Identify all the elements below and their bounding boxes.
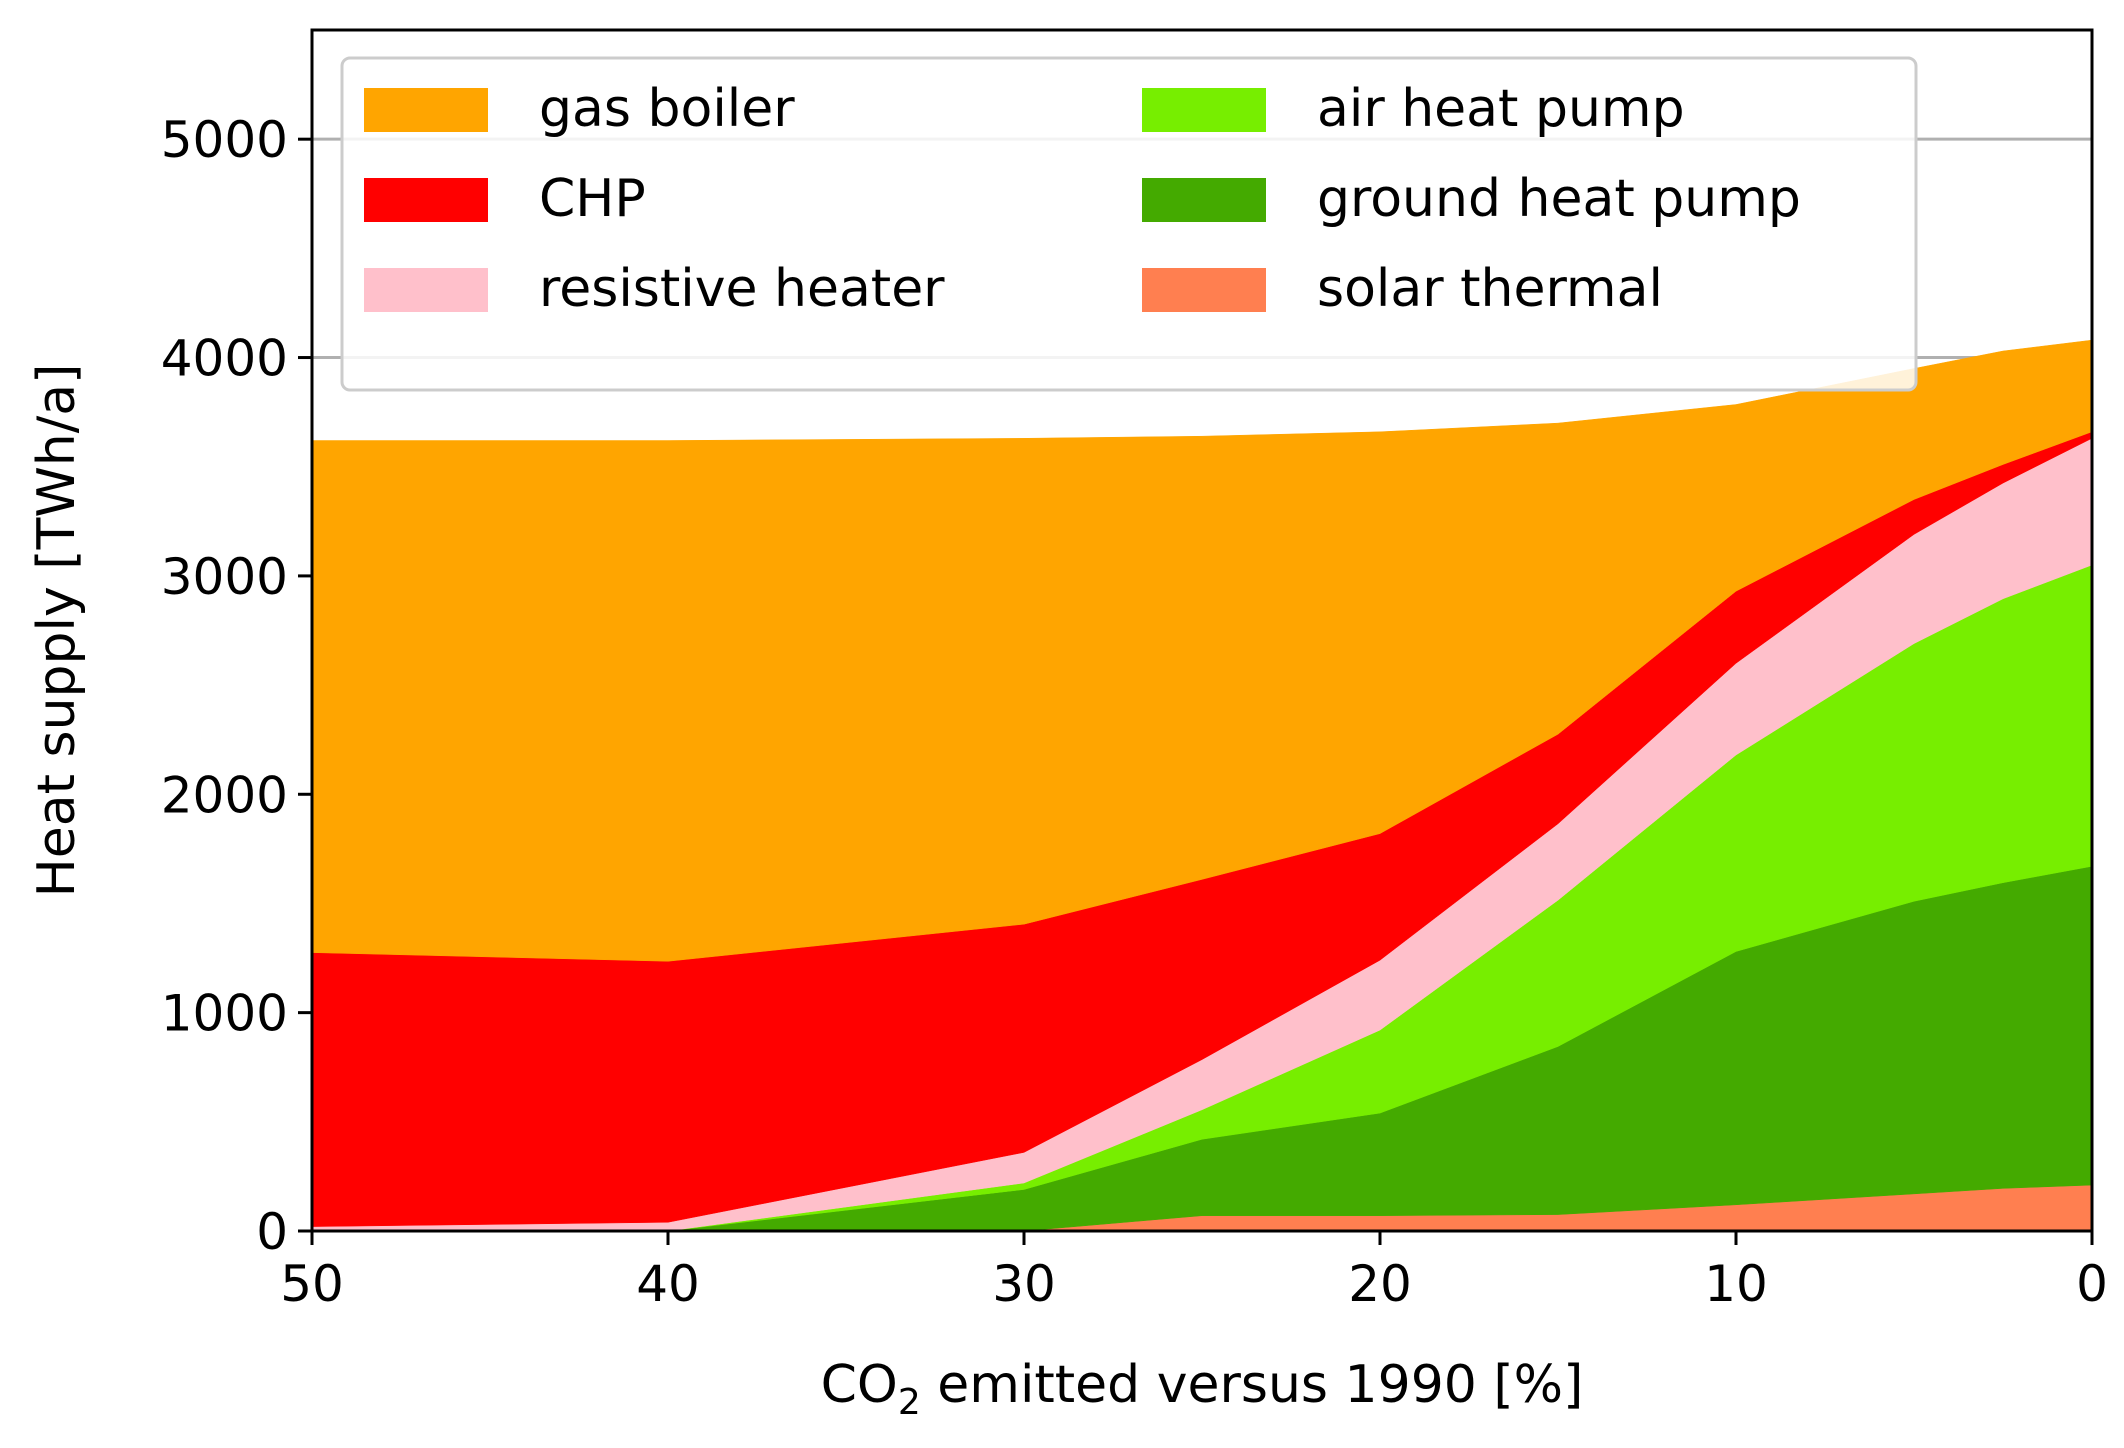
legend-swatch-gas-boiler <box>364 88 488 132</box>
x-axis-ticks: 50 40 30 20 10 0 <box>280 1231 2108 1313</box>
legend-label-ground-heat-pump: ground heat pump <box>1317 169 1801 229</box>
y-tick-label-1000: 1000 <box>161 985 288 1043</box>
y-tick-label-2000: 2000 <box>161 766 288 824</box>
x-tick-label-50: 50 <box>280 1255 344 1313</box>
y-tick-label-0: 0 <box>256 1203 288 1261</box>
legend-label-solar-thermal: solar thermal <box>1317 259 1663 319</box>
legend-box <box>340 56 1918 392</box>
x-tick-label-30: 30 <box>992 1255 1056 1313</box>
legend: gas boiler CHP resistive heater air heat pu… <box>340 56 1918 392</box>
plot-frame <box>310 28 2094 1233</box>
y-axis-label: Heat supply [TWh/a] <box>27 364 87 898</box>
y-tick-label-3000: 3000 <box>161 548 288 606</box>
x-tick-label-0: 0 <box>2076 1255 2108 1313</box>
legend-label-chp: CHP <box>539 169 646 229</box>
legend-label-gas-boiler: gas boiler <box>539 79 795 139</box>
x-tick-label-10: 10 <box>1704 1255 1768 1313</box>
legend-label-air-heat-pump: air heat pump <box>1317 79 1685 139</box>
legend-swatch-ground-heat-pump <box>1142 178 1266 222</box>
legend-swatch-solar-thermal <box>1142 268 1266 312</box>
y-axis-ticks: 0 1000 2000 3000 4000 5000 <box>161 111 312 1261</box>
stacked-areas <box>311 339 2093 1232</box>
legend-swatch-air-heat-pump <box>1142 88 1266 132</box>
y-tick-label-4000: 4000 <box>161 330 288 388</box>
x-tick-label-40: 40 <box>636 1255 700 1313</box>
legend-swatch-resistive-heater <box>364 268 488 312</box>
legend-label-resistive-heater: resistive heater <box>539 259 945 319</box>
x-axis-label: CO2 emitted versus 1990 [%] <box>821 1355 1584 1423</box>
y-tick-label-5000: 5000 <box>161 111 288 169</box>
x-tick-label-20: 20 <box>1348 1255 1412 1313</box>
legend-swatch-chp <box>364 178 488 222</box>
